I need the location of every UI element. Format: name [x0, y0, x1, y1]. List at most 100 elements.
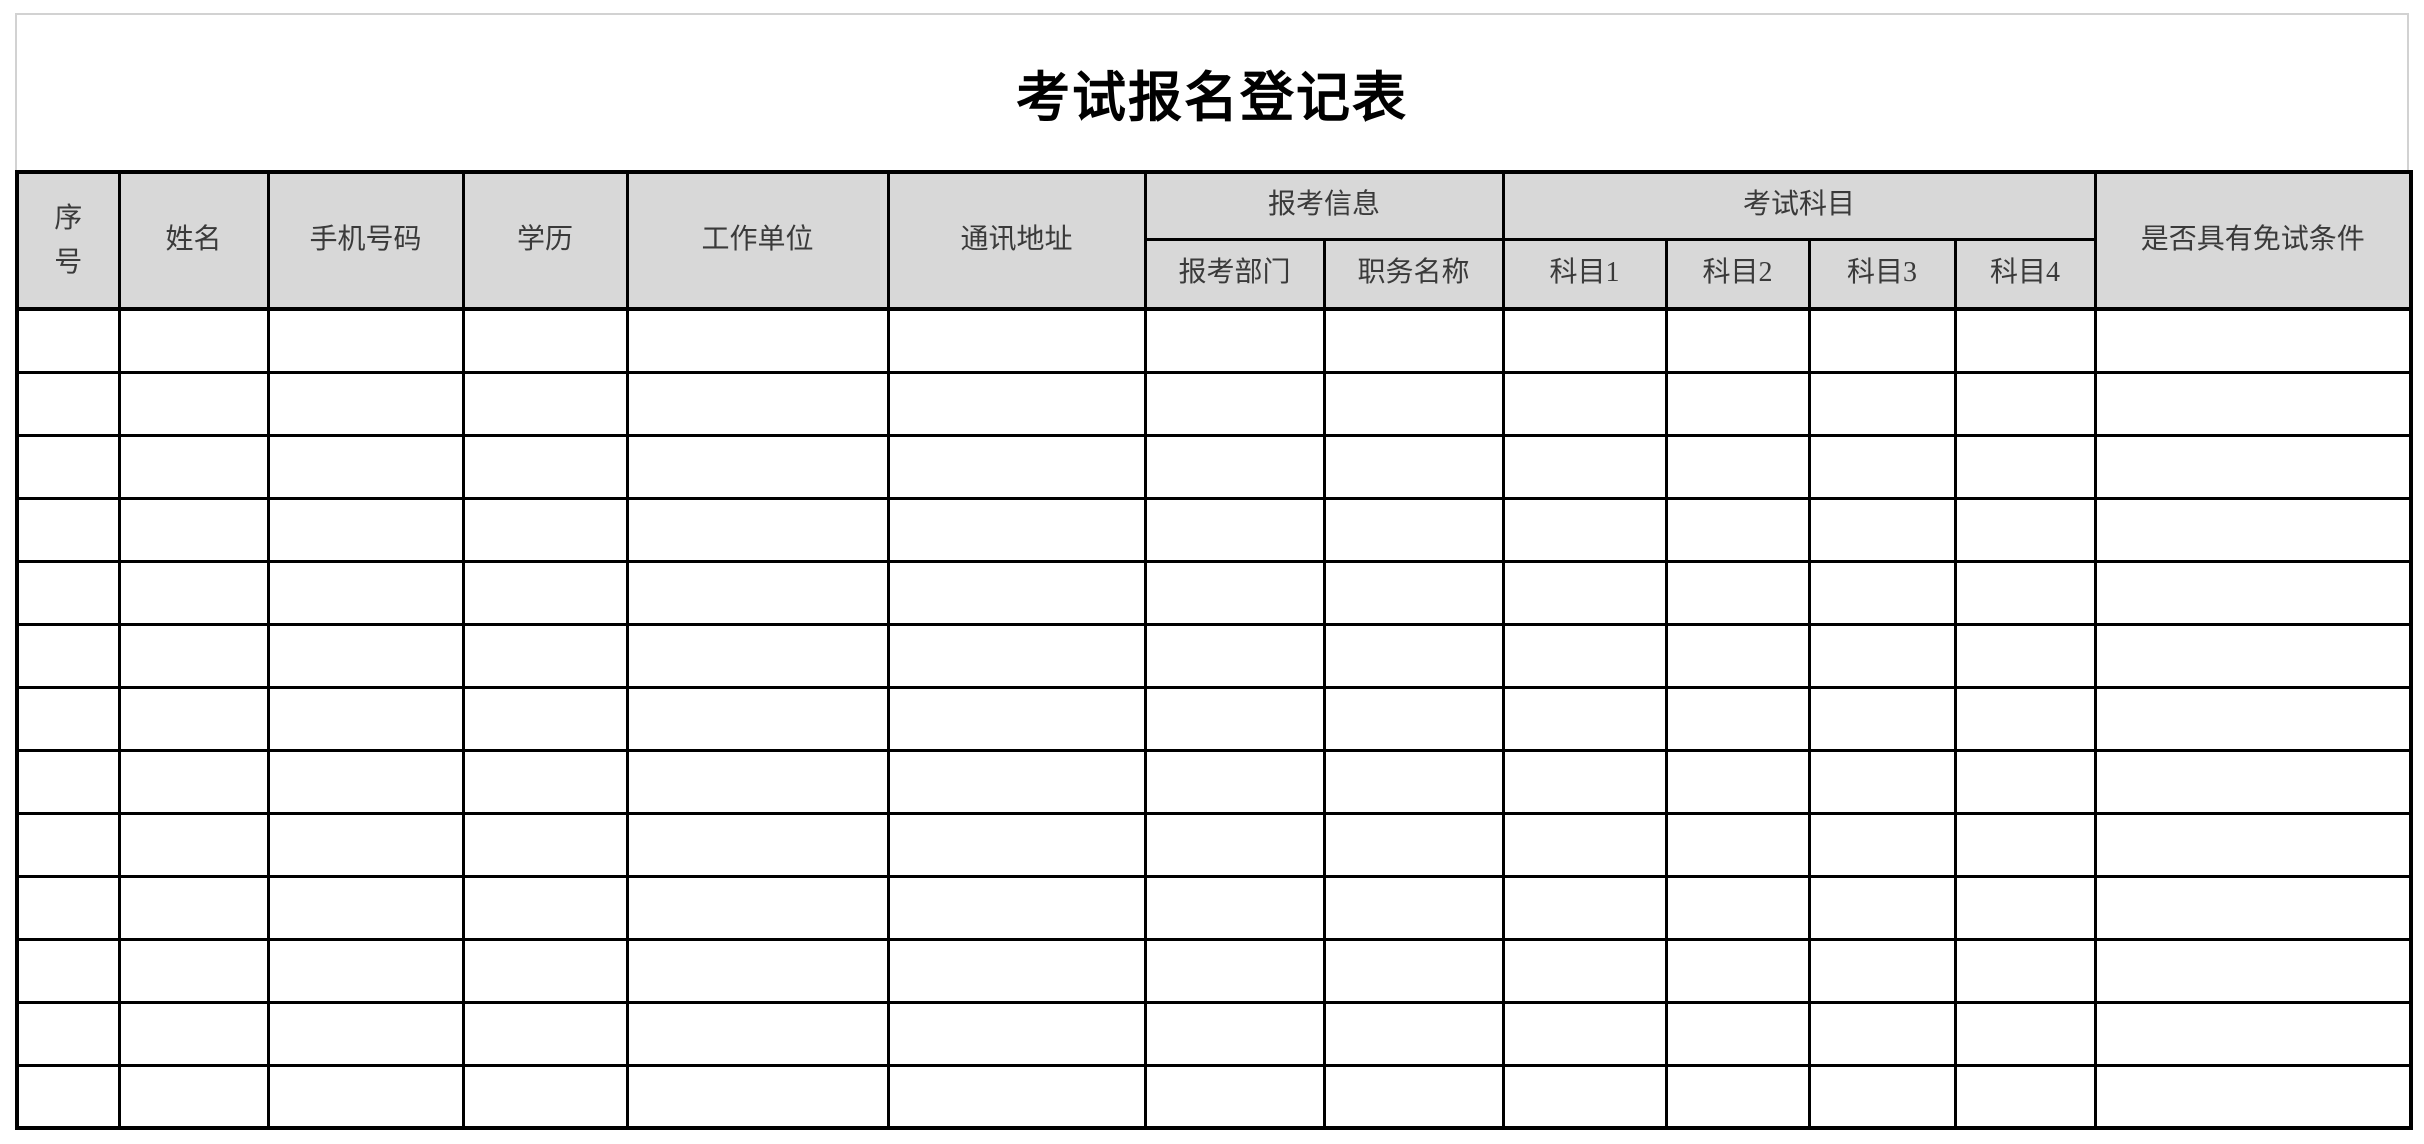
- empty-cell: [2093, 307, 2413, 374]
- empty-cell: [625, 748, 890, 815]
- empty-cell: [625, 874, 890, 941]
- empty-cell: [625, 559, 890, 626]
- empty-cell: [625, 307, 890, 374]
- empty-cell: [1664, 622, 1811, 689]
- empty-cell: [266, 811, 465, 878]
- empty-cell: [117, 433, 270, 500]
- empty-cell: [1143, 622, 1326, 689]
- empty-cell: [625, 937, 890, 1004]
- empty-cell: [266, 1000, 465, 1067]
- empty-cell: [1953, 622, 2097, 689]
- empty-cell: [461, 1063, 629, 1130]
- group-header-application-info: 报考信息: [1143, 170, 1505, 241]
- empty-cell: [1953, 1063, 2097, 1130]
- empty-cell: [625, 370, 890, 437]
- empty-cell: [461, 685, 629, 752]
- empty-cell: [266, 937, 465, 1004]
- empty-cell: [1953, 559, 2097, 626]
- empty-cell: [1953, 433, 2097, 500]
- empty-cell: [1322, 622, 1505, 689]
- empty-cell: [1501, 433, 1668, 500]
- empty-cell: [2093, 370, 2413, 437]
- empty-cell: [1664, 433, 1811, 500]
- empty-cell: [1501, 874, 1668, 941]
- empty-cell: [625, 496, 890, 563]
- empty-cell: [461, 496, 629, 563]
- page-frame: 考试报名登记表 序号 姓名 手机号码 学历 工作单位 通讯地址 报考信息 考试科…: [15, 13, 2414, 1130]
- empty-cell: [886, 748, 1147, 815]
- empty-cell: [1322, 496, 1505, 563]
- empty-cell: [117, 370, 270, 437]
- empty-cell: [1501, 307, 1668, 374]
- empty-cell: [1807, 685, 1957, 752]
- empty-cell: [1664, 937, 1811, 1004]
- empty-cell: [1664, 1063, 1811, 1130]
- table-row: [15, 874, 2413, 941]
- empty-cell: [117, 307, 270, 374]
- title-bar: 考试报名登记表: [17, 15, 2407, 170]
- empty-cell: [1953, 937, 2097, 1004]
- empty-cell: [117, 559, 270, 626]
- empty-cell: [625, 1000, 890, 1067]
- empty-cell: [886, 370, 1147, 437]
- table-row: [15, 433, 2413, 500]
- empty-cell: [2093, 433, 2413, 500]
- empty-cell: [1501, 811, 1668, 878]
- empty-cell: [117, 748, 270, 815]
- table-row: [15, 622, 2413, 689]
- empty-cell: [461, 370, 629, 437]
- empty-cell: [266, 748, 465, 815]
- empty-cell: [1143, 811, 1326, 878]
- page-title: 考试报名登记表: [1016, 68, 1408, 128]
- empty-cell: [15, 433, 121, 500]
- empty-cell: [1664, 559, 1811, 626]
- empty-cell: [2093, 622, 2413, 689]
- empty-cell: [461, 874, 629, 941]
- table-row: [15, 370, 2413, 437]
- empty-cell: [1143, 937, 1326, 1004]
- empty-cell: [886, 1063, 1147, 1130]
- empty-cell: [266, 433, 465, 500]
- empty-cell: [2093, 748, 2413, 815]
- empty-cell: [2093, 685, 2413, 752]
- empty-cell: [1953, 1000, 2097, 1067]
- empty-cell: [1501, 685, 1668, 752]
- empty-cell: [1143, 433, 1326, 500]
- empty-cell: [2093, 496, 2413, 563]
- empty-cell: [266, 685, 465, 752]
- empty-cell: [1501, 937, 1668, 1004]
- empty-cell: [15, 1063, 121, 1130]
- header-row-groups: 序号 姓名 手机号码 学历 工作单位 通讯地址 报考信息 考试科目 是否具有免试…: [15, 170, 2413, 311]
- empty-cell: [15, 496, 121, 563]
- empty-cell: [1807, 307, 1957, 374]
- empty-cell: [1322, 748, 1505, 815]
- empty-cell: [1501, 1000, 1668, 1067]
- empty-cell: [1143, 370, 1326, 437]
- empty-cell: [1501, 622, 1668, 689]
- empty-cell: [1143, 685, 1326, 752]
- empty-cell: [1322, 937, 1505, 1004]
- empty-cell: [886, 496, 1147, 563]
- empty-cell: [625, 1063, 890, 1130]
- empty-cell: [1322, 433, 1505, 500]
- empty-cell: [117, 1000, 270, 1067]
- empty-cell: [1807, 937, 1957, 1004]
- empty-cell: [117, 811, 270, 878]
- empty-cell: [1807, 433, 1957, 500]
- empty-cell: [15, 937, 121, 1004]
- empty-cell: [1143, 748, 1326, 815]
- empty-cell: [886, 685, 1147, 752]
- empty-cell: [2093, 1000, 2413, 1067]
- empty-cell: [1143, 559, 1326, 626]
- empty-cell: [2093, 559, 2413, 626]
- empty-cell: [461, 748, 629, 815]
- empty-cell: [461, 1000, 629, 1067]
- empty-cell: [625, 433, 890, 500]
- empty-cell: [1664, 370, 1811, 437]
- col-header-subject2: 科目2: [1664, 237, 1811, 311]
- empty-cell: [266, 1063, 465, 1130]
- empty-cell: [1664, 685, 1811, 752]
- col-header-subject1: 科目1: [1501, 237, 1668, 311]
- table-body: [15, 307, 2413, 1130]
